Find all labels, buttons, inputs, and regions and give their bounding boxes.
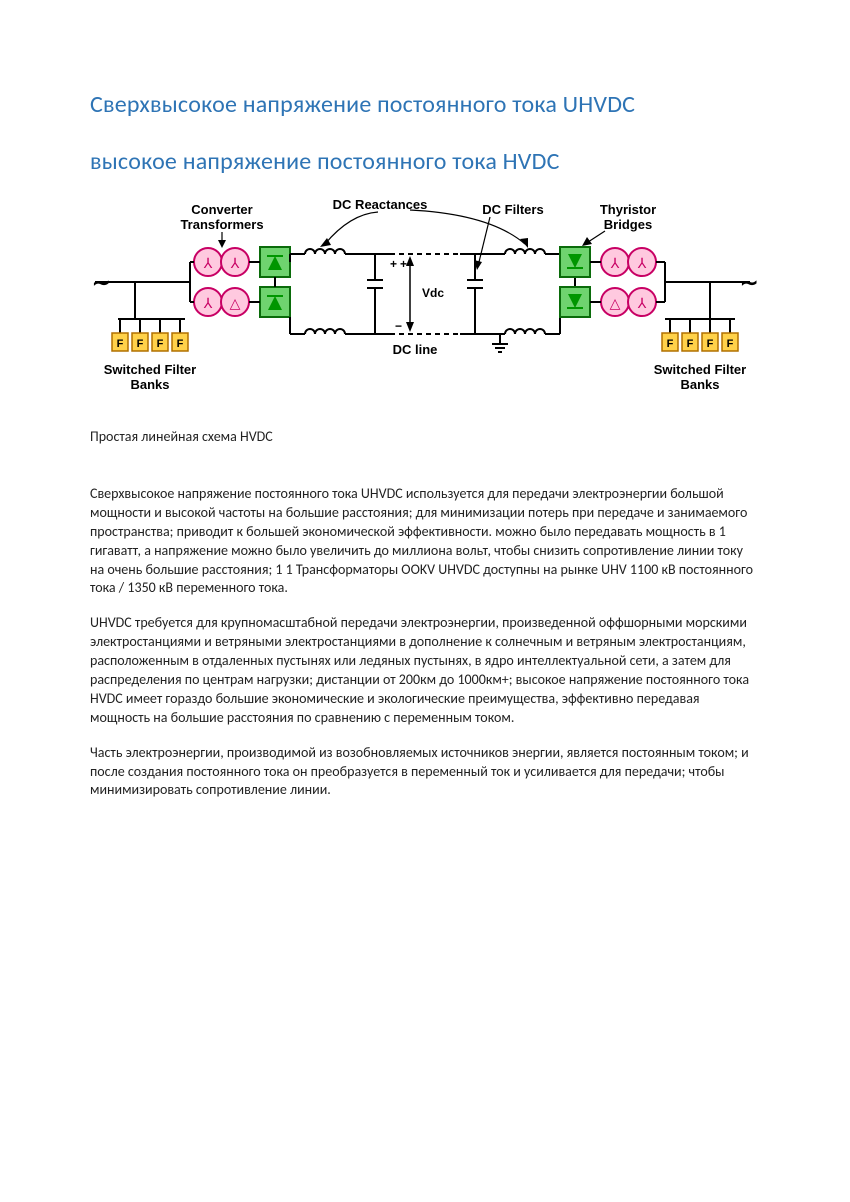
filter-letter: F	[727, 338, 734, 350]
label-switched-filter-1: Switched Filter	[104, 362, 196, 377]
paragraph-2: UHVDC требуется для крупномасштабной пер…	[90, 614, 760, 727]
label-switched-filter-2: Banks	[130, 377, 169, 392]
filter-letter: F	[177, 338, 184, 350]
svg-text:⅄: ⅄	[203, 295, 213, 312]
svg-text:⅄: ⅄	[637, 295, 647, 312]
label-thyristor-bridges-1: Thyristor	[600, 202, 656, 217]
label-thyristor-bridges-2: Bridges	[604, 217, 652, 232]
label-vdc: Vdc	[422, 286, 444, 300]
filter-letter: F	[707, 338, 714, 350]
svg-text:⅄: ⅄	[230, 255, 240, 272]
svg-text:⅄: ⅄	[637, 255, 647, 272]
filter-letter: F	[117, 338, 124, 350]
label-converter-transformers-2: Transformers	[180, 217, 263, 232]
title-1: Сверхвысокое напряжение постоянного тока…	[90, 90, 760, 119]
svg-text:⅄: ⅄	[203, 255, 213, 272]
paragraph-3: Часть электроэнергии, производимой из во…	[90, 744, 760, 801]
label-dc-line: DC line	[393, 342, 438, 357]
diagram-caption: Простая линейная схема HVDC	[90, 428, 760, 445]
filter-letter: F	[667, 338, 674, 350]
paragraph-1: Сверхвысокое напряжение постоянного тока…	[90, 485, 760, 598]
label-converter-transformers-1: Converter	[191, 202, 252, 217]
label-switched-filter-3: Switched Filter	[654, 362, 746, 377]
filter-letter: F	[137, 338, 144, 350]
title-2: высокое напряжение постоянного тока HVDC	[90, 147, 760, 176]
hvdc-diagram: ∼ F F F F ⅄ ⅄ ⅄ △	[90, 184, 760, 414]
svg-text:△: △	[230, 295, 241, 312]
filter-letter: F	[687, 338, 694, 350]
svg-text:△: △	[610, 295, 621, 312]
svg-text:∼: ∼	[92, 269, 110, 296]
plus-sign: +	[400, 257, 407, 271]
filter-letter: F	[157, 338, 164, 350]
label-dc-filters: DC Filters	[482, 202, 543, 217]
svg-text:∼: ∼	[740, 269, 758, 296]
label-switched-filter-4: Banks	[680, 377, 719, 392]
svg-text:⅄: ⅄	[610, 255, 620, 272]
plus-sign: +	[390, 257, 397, 271]
minus-sign: −	[395, 319, 402, 333]
